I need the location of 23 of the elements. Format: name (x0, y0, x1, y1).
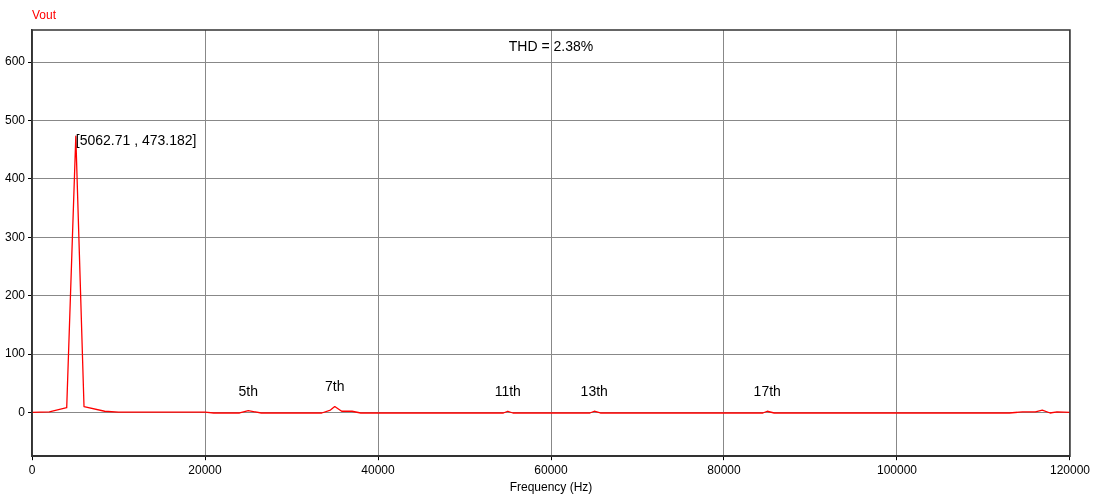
annotation: 7th (325, 378, 345, 395)
x-axis-title: Frequency (Hz) (509, 480, 593, 495)
annotation: 5th (238, 382, 258, 399)
y-tick-label: 500 (4, 112, 26, 127)
x-tick-label: 0 (28, 462, 36, 477)
annotation: 11th (494, 383, 521, 400)
y-axis-title: Vout (32, 8, 57, 23)
y-tick-label: 600 (4, 54, 26, 69)
annotation: 17th (753, 383, 781, 400)
x-tick-label: 20000 (188, 462, 223, 477)
y-tick-label: 100 (4, 346, 26, 361)
annotation: 13th (580, 383, 608, 400)
y-tick-label: 300 (4, 229, 26, 244)
y-tick-label: 0 (18, 404, 26, 419)
annotation: [5062.71 , 473.182] (75, 132, 197, 149)
x-tick-label: 60000 (534, 462, 569, 477)
x-tick-label: 80000 (707, 462, 741, 477)
annotation: THD = 2.38% (508, 37, 594, 54)
x-tick-label: 100000 (876, 462, 918, 477)
y-tick-label: 400 (4, 171, 26, 186)
x-tick-label: 40000 (361, 462, 396, 477)
y-tick-label: 200 (4, 287, 26, 302)
x-tick-label: 120000 (1049, 462, 1091, 477)
